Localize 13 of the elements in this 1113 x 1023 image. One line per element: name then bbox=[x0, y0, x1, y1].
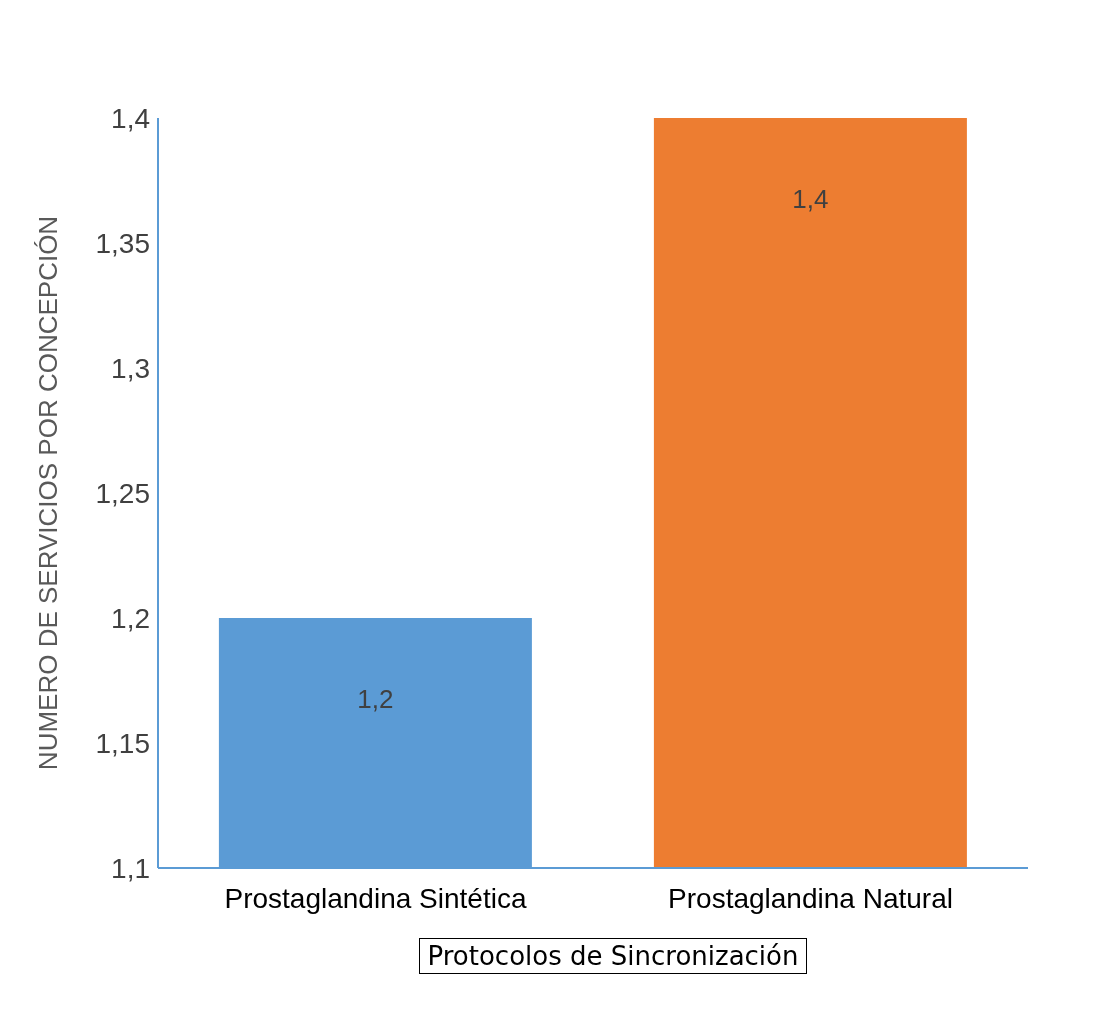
y-tick-label: 1,25 bbox=[95, 477, 150, 509]
y-tick-label: 1,2 bbox=[111, 602, 150, 634]
y-axis-title: NUMERO DE SERVICIOS POR CONCEPCIÓN bbox=[33, 215, 64, 771]
y-tick-label: 1,15 bbox=[95, 727, 150, 759]
x-tick-label: Prostaglandina Sintética bbox=[224, 882, 527, 914]
y-tick-label: 1,3 bbox=[111, 352, 150, 384]
data-label: 1,4 bbox=[792, 184, 829, 214]
y-tick-label: 1,1 bbox=[111, 852, 150, 884]
y-tick-label: 1,4 bbox=[111, 102, 150, 134]
y-tick-label: 1,35 bbox=[95, 227, 150, 259]
x-tick-label: Prostaglandina Natural bbox=[668, 882, 953, 914]
x-axis-title: Protocolos de Sincronización bbox=[418, 938, 808, 974]
data-label: 1,2 bbox=[357, 684, 394, 714]
